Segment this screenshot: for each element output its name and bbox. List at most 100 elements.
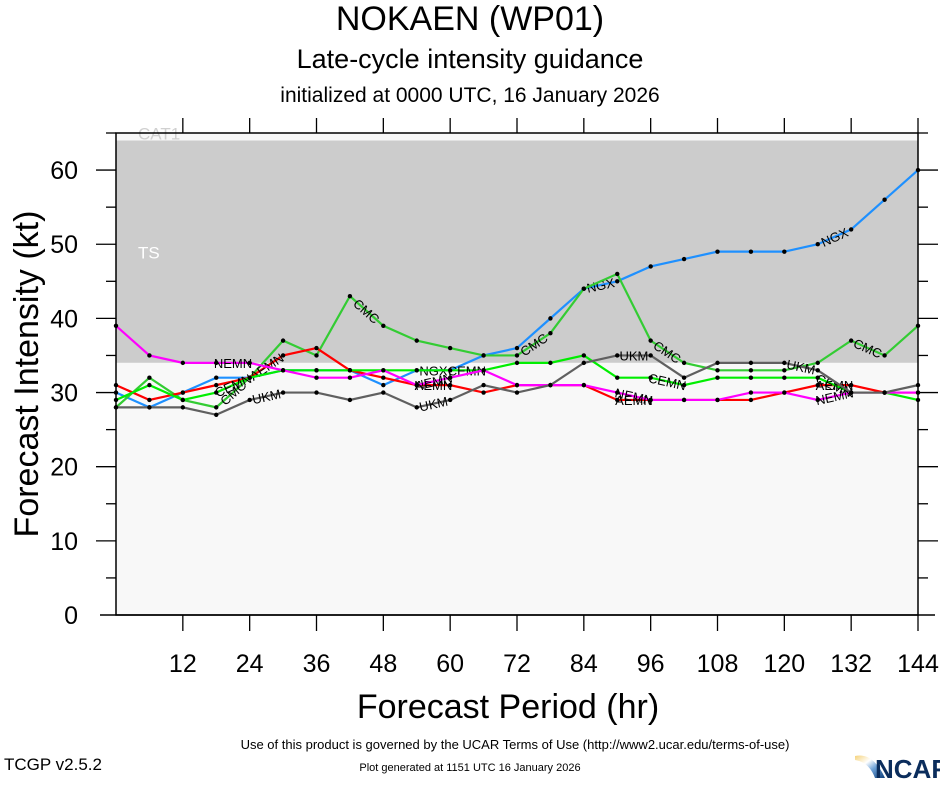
data-point (147, 397, 152, 403)
data-point (848, 338, 854, 343)
init-time: initialized at 0000 UTC, 16 January 2026 (280, 84, 660, 107)
data-point (314, 353, 319, 358)
y-tick-label: 10 (50, 528, 78, 556)
data-point (615, 353, 620, 358)
data-point (782, 368, 787, 373)
data-point (815, 375, 820, 380)
data-point (748, 397, 754, 403)
data-point (381, 368, 386, 373)
data-point (681, 375, 687, 380)
data-point (681, 360, 687, 366)
y-tick-label: 30 (50, 380, 78, 408)
data-point (882, 353, 887, 358)
data-point (381, 375, 386, 380)
y-tick-label: 0 (64, 602, 78, 630)
data-point (347, 368, 353, 373)
series-label: NEMN (214, 356, 252, 371)
data-point (581, 286, 587, 291)
data-point (447, 368, 453, 373)
data-point (748, 390, 754, 395)
data-point (514, 390, 520, 395)
x-tick-label: 108 (697, 650, 739, 678)
data-point (581, 382, 587, 388)
x-tick-label: 36 (303, 650, 331, 678)
data-point (214, 390, 219, 395)
data-point (214, 382, 219, 388)
y-axis-title: Forecast Intensity (kt) (8, 211, 46, 538)
x-tick-label: 72 (503, 650, 531, 678)
data-point (615, 279, 620, 284)
data-point (848, 382, 854, 388)
data-point (615, 271, 620, 277)
data-point (815, 382, 820, 388)
data-point (782, 375, 787, 380)
x-axis-title: Forecast Period (hr) (357, 688, 659, 726)
data-point (648, 375, 653, 380)
data-point (882, 197, 887, 202)
data-point (247, 397, 252, 403)
data-point (347, 293, 353, 299)
data-point (548, 382, 553, 388)
data-point (180, 360, 186, 366)
data-point (147, 382, 152, 388)
data-point (481, 382, 486, 388)
data-point (280, 368, 286, 373)
data-point (782, 249, 787, 254)
series-label: CEMN (448, 363, 486, 378)
data-point (147, 405, 152, 410)
data-point (481, 368, 486, 373)
series-label: UKM (418, 394, 449, 415)
data-point (648, 264, 653, 269)
data-point (581, 353, 587, 358)
data-point (214, 375, 219, 380)
ncar-logo: NCAR (855, 748, 940, 784)
data-point (782, 360, 787, 366)
data-point (381, 390, 386, 395)
data-point (615, 397, 620, 403)
data-point (180, 397, 186, 403)
data-point (381, 323, 386, 328)
series-label: UKM (251, 386, 282, 407)
terms-of-use: Use of this product is governed by the U… (240, 737, 790, 752)
data-point (548, 360, 553, 366)
band-ts (116, 140, 918, 363)
data-point (848, 390, 854, 395)
data-point (648, 353, 653, 358)
data-point (147, 353, 152, 358)
data-point (815, 360, 820, 366)
generated-time: Plot generated at 1151 UTC 16 January 20… (359, 762, 581, 774)
data-point (715, 368, 720, 373)
x-tick-label: 84 (570, 650, 598, 678)
data-point (481, 390, 486, 395)
data-point (414, 382, 419, 388)
data-point (782, 390, 787, 395)
data-point (514, 360, 520, 366)
data-point (548, 331, 553, 336)
data-point (247, 375, 252, 380)
data-point (214, 412, 219, 417)
data-point (748, 360, 754, 366)
data-point (748, 249, 754, 254)
data-point (715, 360, 720, 366)
x-tick-label: 60 (436, 650, 464, 678)
data-point (681, 256, 687, 262)
series-label: AEMN (415, 378, 453, 393)
data-point (447, 375, 453, 380)
data-point (848, 227, 854, 232)
series-label: UKM (785, 357, 816, 378)
data-point (414, 338, 419, 343)
x-tick-label: 132 (830, 650, 872, 678)
data-point (447, 345, 453, 351)
data-point (280, 353, 286, 358)
x-tick-label: 48 (369, 650, 397, 678)
series-label: AEMN (615, 393, 653, 408)
data-point (715, 397, 720, 403)
data-point (247, 360, 252, 366)
data-point (414, 405, 419, 410)
data-point (514, 345, 520, 351)
data-point (815, 242, 820, 247)
data-point (748, 375, 754, 380)
y-tick-label: 60 (50, 157, 78, 185)
x-tick-label: 12 (169, 650, 197, 678)
band-label: CAT1 (138, 124, 180, 143)
